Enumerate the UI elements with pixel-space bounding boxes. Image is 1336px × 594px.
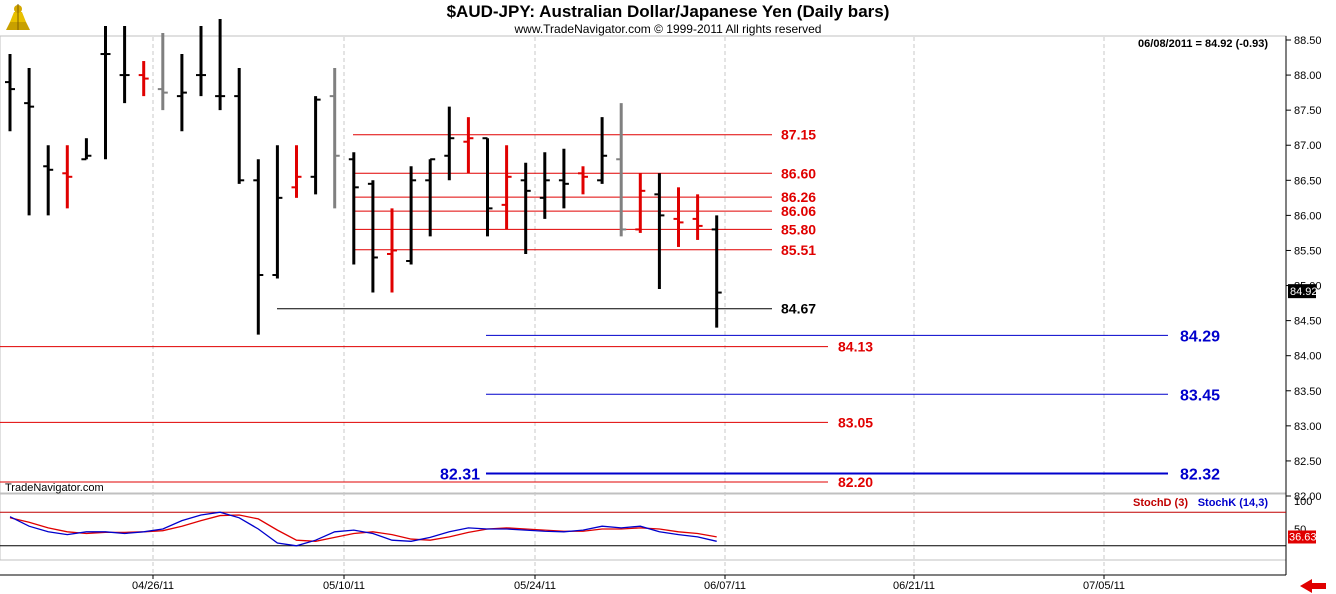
ohlc-bar [539,152,550,219]
ohlc-bar [24,68,35,216]
ohlc-bar [654,173,665,290]
ohlc-bar [310,96,321,195]
stoch-d-label: StochD (3) [1133,497,1188,509]
ohlc-bar [272,145,283,279]
ohlc-bar [406,166,417,265]
ohlc-bar [558,148,569,209]
ohlc-bar [578,166,588,195]
ohlc-bar [635,173,646,233]
ohlc-bar [196,25,206,97]
red-level-label: 85.51 [781,242,816,258]
ohlc-bar [253,159,264,335]
ohlc-bar [501,145,512,230]
blue-level-left-label: 82.31 [440,467,480,484]
red-level-label: 83.05 [838,414,873,430]
ohlc-bar [100,25,111,160]
ohlc-bar [425,158,436,237]
x-tick-label: 05/10/11 [323,580,365,592]
stoch-k-label: StochK (14,3) [1198,497,1269,509]
y-tick-label: 87.50 [1294,105,1322,117]
ohlc-bar [367,180,378,293]
red-level-label: 87.15 [781,127,816,143]
ohlc-bar [463,117,474,174]
y-tick-label: 82.00 [1294,491,1322,503]
y-tick-label: 87.00 [1294,140,1322,152]
black-level-label: 84.67 [781,301,816,317]
ohlc-bar [673,187,684,247]
y-tick-label: 83.00 [1294,421,1322,433]
x-tick-label: 07/05/11 [1083,580,1125,592]
x-tick-label: 06/07/11 [704,580,746,592]
y-tick-label: 86.00 [1294,210,1322,222]
y-tick-label: 88.50 [1294,35,1322,47]
y-tick-label: 82.50 [1294,456,1322,468]
ohlc-bar [348,152,359,265]
ohlc-bar [329,68,340,209]
y-tick-label: 83.50 [1294,386,1322,398]
stoch-d-line [9,514,717,542]
red-level-label: 84.13 [838,339,873,355]
stoch-k-line [9,511,717,547]
last-price-tag [1288,284,1316,299]
y-tick-label: 84.50 [1294,316,1322,328]
ohlc-bar [291,145,302,198]
chart-title: $AUD-JPY: Australian Dollar/Japanese Yen… [446,2,890,21]
ohlc-bar [520,162,531,254]
watermark: TradeNavigator.com [5,482,104,494]
y-tick-label: 86.50 [1294,175,1322,187]
blue-level-label: 82.32 [1180,467,1220,484]
ohlc-bar [157,32,168,111]
ohlc-bar [138,61,149,97]
x-tick-label: 06/21/11 [893,580,935,592]
chart-subtitle: www.TradeNavigator.com © 1999-2011 All r… [514,22,822,36]
y-axis: 88.5088.0087.5087.0086.5086.0085.5085.00… [1138,35,1322,503]
ohlc-bar [692,194,703,240]
red-level-label: 86.26 [781,189,816,205]
ohlc-bar [81,138,92,161]
ohlc-bar [119,25,130,104]
blue-level-label: 84.29 [1180,328,1220,345]
stoch-d-readout-tag [1288,530,1316,544]
last-price-label: 84.92 [1290,286,1318,298]
scroll-left-arrow-icon [1300,579,1326,593]
ohlc-bars [5,18,722,335]
ohlc-bar [597,117,608,184]
red-level-label: 86.06 [781,203,816,219]
ohlc-bar [215,18,226,111]
ohlc-bar [616,103,627,237]
ohlc-bar [444,106,455,181]
stoch-d-readout: 36.63 [1289,531,1317,543]
ohlc-bar [234,68,245,184]
ohlc-bar [711,215,722,328]
x-tick-label: 05/24/11 [514,580,556,592]
y-tick-label: 85.50 [1294,245,1322,257]
ohlc-bar [5,54,15,132]
ohlc-bar [62,145,73,209]
y-tick-label: 88.00 [1294,70,1322,82]
stoch-tick-100: 100 [1294,496,1312,508]
red-level-label: 85.80 [781,221,816,237]
ohlc-bar [387,208,397,293]
grid: TradeNavigator.com [0,35,1287,576]
price-panel-frame [0,35,1287,494]
blue-level-label: 83.45 [1180,387,1220,404]
y-tick-label: 84.00 [1294,351,1322,363]
tradenavigator-logo-icon [6,4,30,30]
ohlc-bar [43,145,54,216]
red-level-label: 86.60 [781,165,816,181]
quote-box: 06/08/2011 = 84.92 (-0.93) [1138,38,1268,50]
red-level-label: 82.20 [838,474,873,490]
ohlc-bar [482,137,493,237]
ohlc-bar [176,54,187,132]
x-tick-label: 04/26/11 [132,580,174,592]
x-axis: 04/26/11 05/10/11 05/24/11 06/07/11 06/21/11… [132,575,1326,593]
